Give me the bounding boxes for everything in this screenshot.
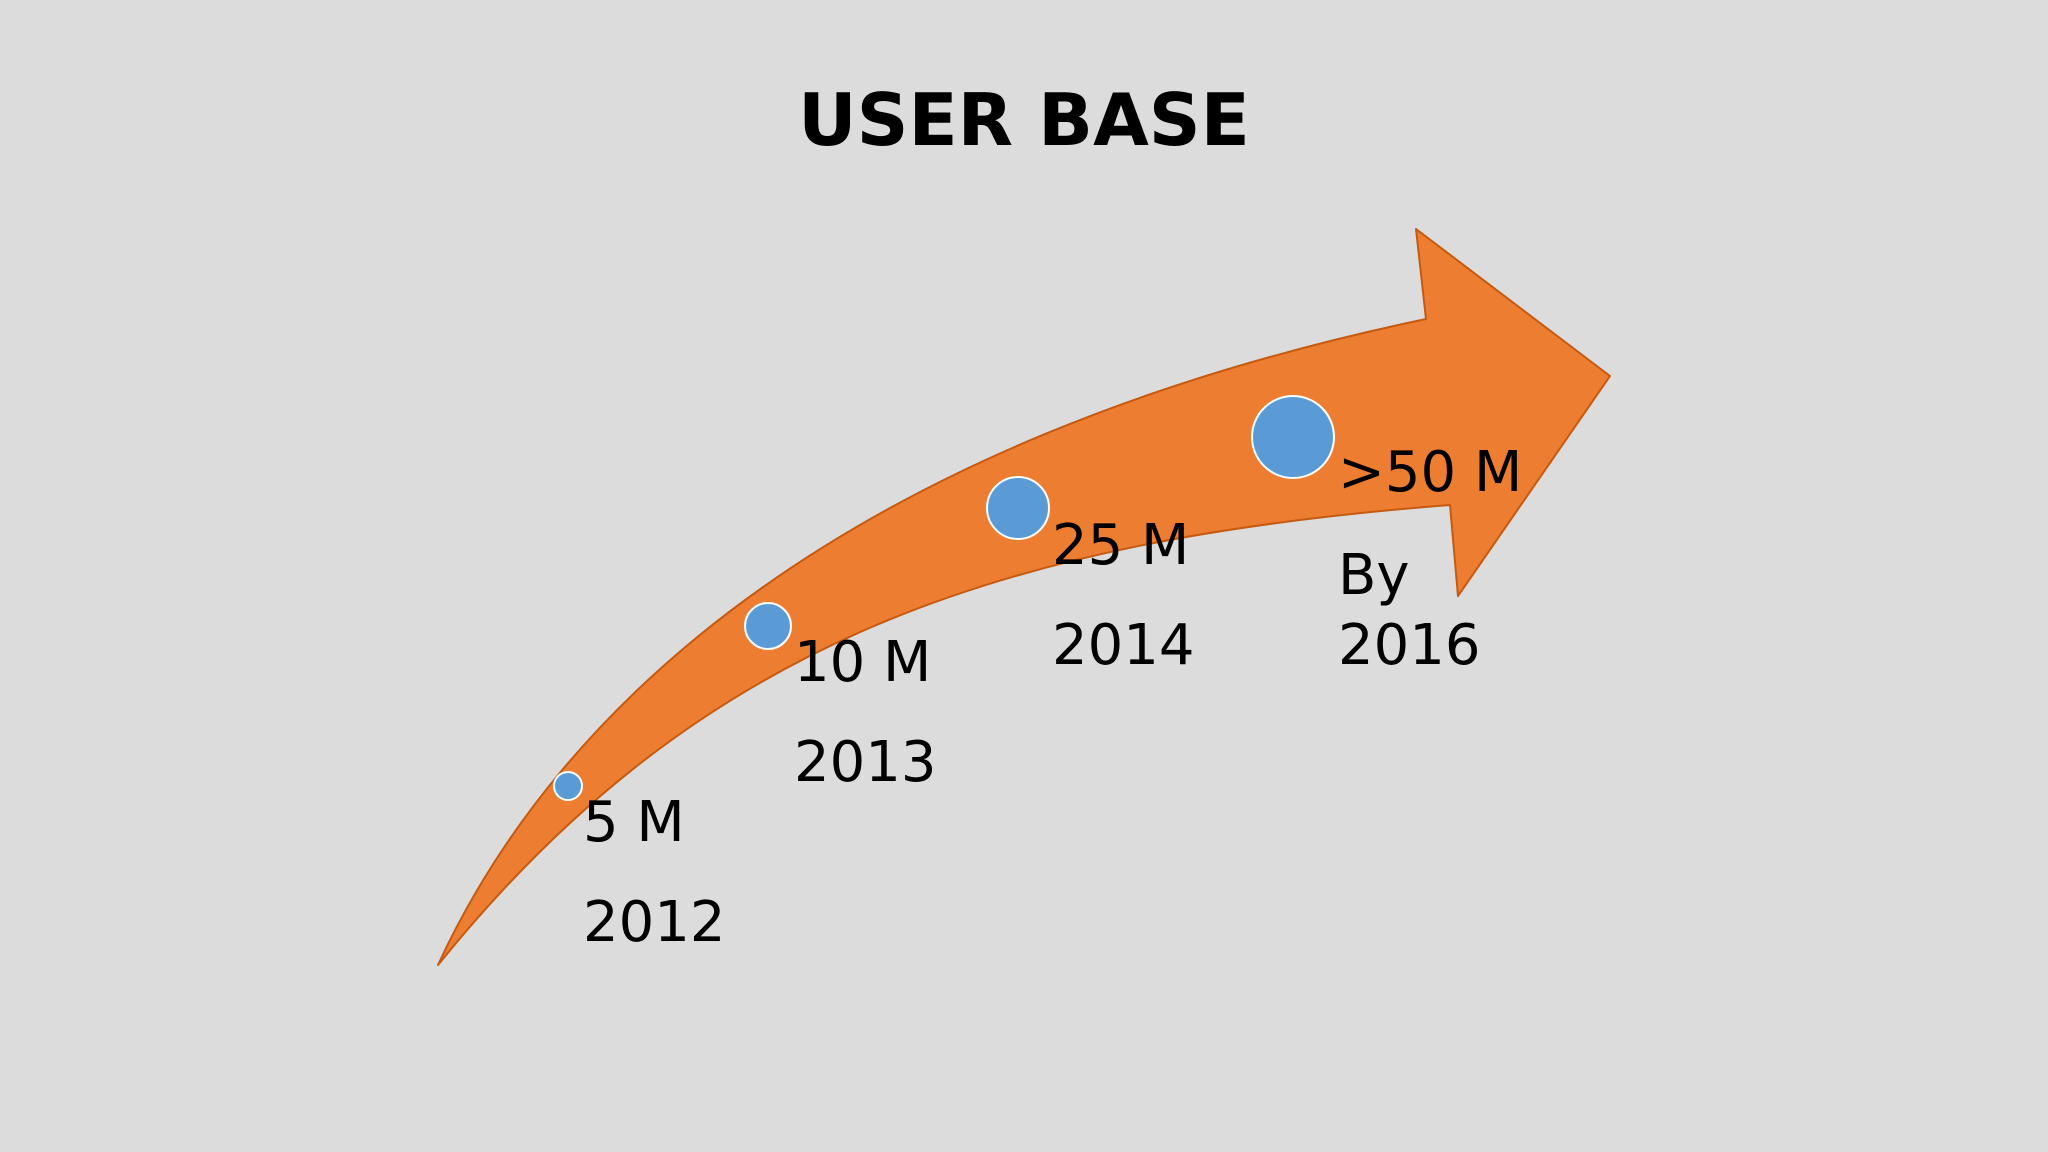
prefix-label-2016: By [1338, 543, 1410, 608]
year-label-2013: 2013 [794, 730, 937, 795]
bubble-2014 [986, 476, 1050, 540]
year-label-2016: 2016 [1338, 613, 1481, 678]
bubble-2013 [744, 602, 792, 650]
year-label-2012: 2012 [583, 890, 726, 955]
value-label-2013: 10 M [794, 630, 932, 695]
value-label-2014: 25 M [1052, 513, 1190, 578]
slide-title: USER BASE [798, 78, 1250, 162]
bubble-2016 [1251, 395, 1335, 479]
bubble-2012 [553, 771, 583, 801]
value-label-2012: 5 M [583, 790, 685, 855]
value-label-2016: >50 M [1338, 440, 1523, 505]
year-label-2014: 2014 [1052, 613, 1195, 678]
